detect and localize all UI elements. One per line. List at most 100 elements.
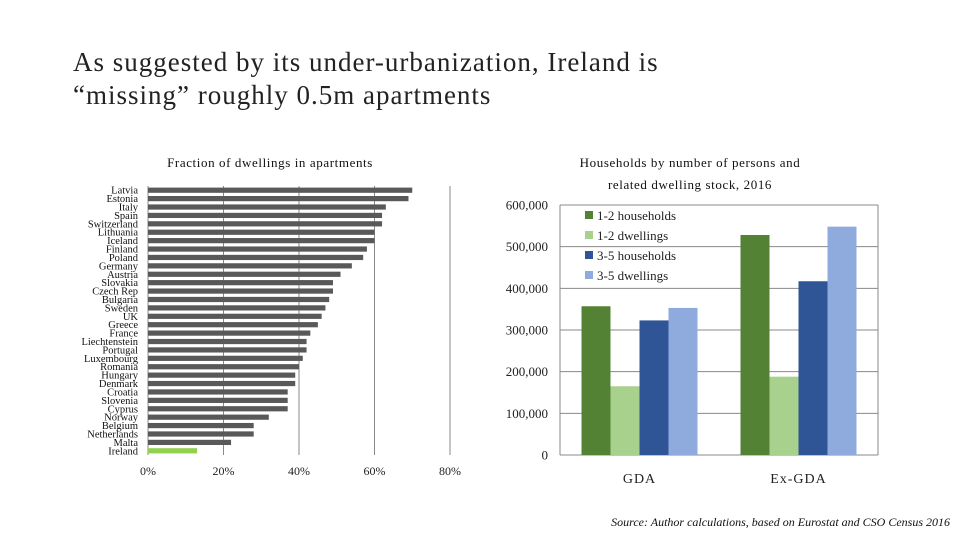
apartments-category-label-netherlands: Netherlands <box>87 429 138 440</box>
apartments-category-label-belgium: Belgium <box>102 421 138 432</box>
legend-label-3-5-households: 3-5 households <box>597 248 676 263</box>
apartments-category-label-romania: Romania <box>100 362 138 373</box>
apartments-chart-title: Fraction of dwellings in apartments <box>167 155 373 170</box>
apartments-bar-italy <box>148 204 386 210</box>
apartments-bar-slovakia <box>148 280 333 286</box>
apartments-category-label-uk: UK <box>123 312 139 323</box>
households-chart-title-line-1: Households by number of persons and <box>579 155 801 170</box>
households-y-tick-label: 600,000 <box>506 198 548 213</box>
apartments-bar-croatia <box>148 389 288 395</box>
apartments-bar-ireland <box>148 448 198 454</box>
households-chart-title: Households by number of persons and rela… <box>520 152 860 196</box>
apartments-x-tick-label: 80% <box>439 464 461 478</box>
slide-title: As suggested by its under-urbanization, … <box>73 46 933 112</box>
apartments-bar-lithuania <box>148 229 375 235</box>
legend-label-1-2-dwellings: 1-2 dwellings <box>597 228 668 243</box>
apartments-x-tick-label: 60% <box>364 464 386 478</box>
households-bar-gda-1-2-dwellings <box>610 386 640 455</box>
apartments-bar-liechtenstein <box>148 338 307 345</box>
households-bar-ex-gda-3-5-households <box>798 281 828 455</box>
households-y-tick-label: 100,000 <box>506 406 548 421</box>
apartments-category-label-spain: Spain <box>114 211 139 222</box>
apartments-bar-malta <box>148 439 232 445</box>
apartments-bar-belgium <box>148 422 254 429</box>
apartments-category-label-estonia: Estonia <box>107 194 139 205</box>
legend-swatch-1-2-dwellings <box>585 231 593 239</box>
apartments-bar-latvia <box>148 187 413 193</box>
apartments-category-label-latvia: Latvia <box>111 186 138 197</box>
apartments-category-label-malta: Malta <box>114 438 139 449</box>
households-bar-gda-3-5-dwellings <box>668 307 698 455</box>
apartments-bar-iceland <box>148 238 375 244</box>
households-y-tick-label: 0 <box>542 448 549 463</box>
legend-label-3-5-dwellings: 3-5 dwellings <box>597 268 668 283</box>
apartments-bar-denmark <box>148 380 296 387</box>
apartments-category-label-bulgaria: Bulgaria <box>102 295 138 306</box>
households-bar-gda-3-5-households <box>639 320 669 455</box>
apartments-category-label-denmark: Denmark <box>99 379 139 390</box>
apartments-category-label-iceland: Iceland <box>107 236 139 247</box>
apartments-x-tick-label: 20% <box>213 464 235 478</box>
apartments-bar-romania <box>148 364 299 370</box>
apartments-category-label-poland: Poland <box>109 253 139 264</box>
apartments-category-label-cyprus: Cyprus <box>108 404 138 415</box>
slide-title-line-2: “missing” roughly 0.5m apartments <box>73 80 492 110</box>
apartments-category-label-italy: Italy <box>119 203 139 214</box>
legend-label-1-2-households: 1-2 households <box>597 208 676 223</box>
apartments-bar-luxembourg <box>148 355 303 361</box>
legend-swatch-3-5-households <box>585 251 593 259</box>
apartments-category-label-austria: Austria <box>107 270 138 281</box>
apartments-category-label-greece: Greece <box>108 320 138 331</box>
apartments-category-label-slovenia: Slovenia <box>101 396 138 407</box>
apartments-bar-uk <box>148 313 322 319</box>
legend-swatch-3-5-dwellings <box>585 271 593 279</box>
apartments-bar-poland <box>148 254 364 261</box>
apartments-bar-france <box>148 330 311 336</box>
households-y-tick-label: 200,000 <box>506 364 548 379</box>
apartments-bar-sweden <box>148 305 326 311</box>
households-category-label-gda: GDA <box>623 472 656 487</box>
apartments-bar-greece <box>148 322 318 328</box>
apartments-x-tick-label: 0% <box>140 464 156 478</box>
apartments-category-label-czech-rep: Czech Rep <box>92 287 138 298</box>
apartments-bar-spain <box>148 212 383 219</box>
apartments-category-label-ireland: Ireland <box>108 446 138 457</box>
households-y-tick-label: 500,000 <box>506 239 548 254</box>
apartments-category-label-luxembourg: Luxembourg <box>84 354 139 365</box>
households-y-tick-label: 300,000 <box>506 323 548 338</box>
apartments-bar-estonia <box>148 196 409 202</box>
apartments-category-label-germany: Germany <box>99 261 139 272</box>
households-y-tick-label: 400,000 <box>506 281 548 296</box>
apartments-category-label-liechtenstein: Liechtenstein <box>81 337 138 348</box>
slide-title-line-1: As suggested by its under-urbanization, … <box>73 47 659 77</box>
households-bar-ex-gda-1-2-dwellings <box>769 376 799 455</box>
apartments-category-label-finland: Finland <box>106 245 139 256</box>
apartments-bar-austria <box>148 271 341 277</box>
apartments-bar-bulgaria <box>148 296 330 303</box>
apartments-bar-switzerland <box>148 221 383 227</box>
apartments-category-label-norway: Norway <box>104 413 139 424</box>
apartments-category-label-switzerland: Switzerland <box>88 219 139 230</box>
apartments-category-label-lithuania: Lithuania <box>98 228 139 239</box>
apartments-category-label-slovakia: Slovakia <box>101 278 138 289</box>
apartments-bar-czech-rep <box>148 288 333 294</box>
apartments-bar-norway <box>148 414 269 420</box>
apartments-category-label-portugal: Portugal <box>102 345 138 356</box>
apartments-bar-germany <box>148 263 352 269</box>
apartments-category-label-france: France <box>109 329 138 340</box>
apartments-category-label-hungary: Hungary <box>101 371 138 382</box>
source-note: Source: Author calculations, based on Eu… <box>611 515 950 529</box>
households-bar-ex-gda-1-2-households <box>740 235 770 455</box>
legend-swatch-1-2-households <box>585 211 593 219</box>
households-bar-ex-gda-3-5-dwellings <box>827 226 857 455</box>
households-chart-title-line-2: related dwelling stock, 2016 <box>607 177 773 192</box>
apartments-bar-netherlands <box>148 431 254 437</box>
apartments-category-label-sweden: Sweden <box>105 303 139 314</box>
households-category-label-ex-gda: Ex-GDA <box>770 472 827 487</box>
apartments-x-tick-label: 40% <box>288 464 310 478</box>
households-bar-gda-1-2-households <box>581 306 611 455</box>
apartments-bar-portugal <box>148 347 307 353</box>
apartments-category-label-croatia: Croatia <box>107 387 138 398</box>
apartments-bar-cyprus <box>148 406 288 412</box>
